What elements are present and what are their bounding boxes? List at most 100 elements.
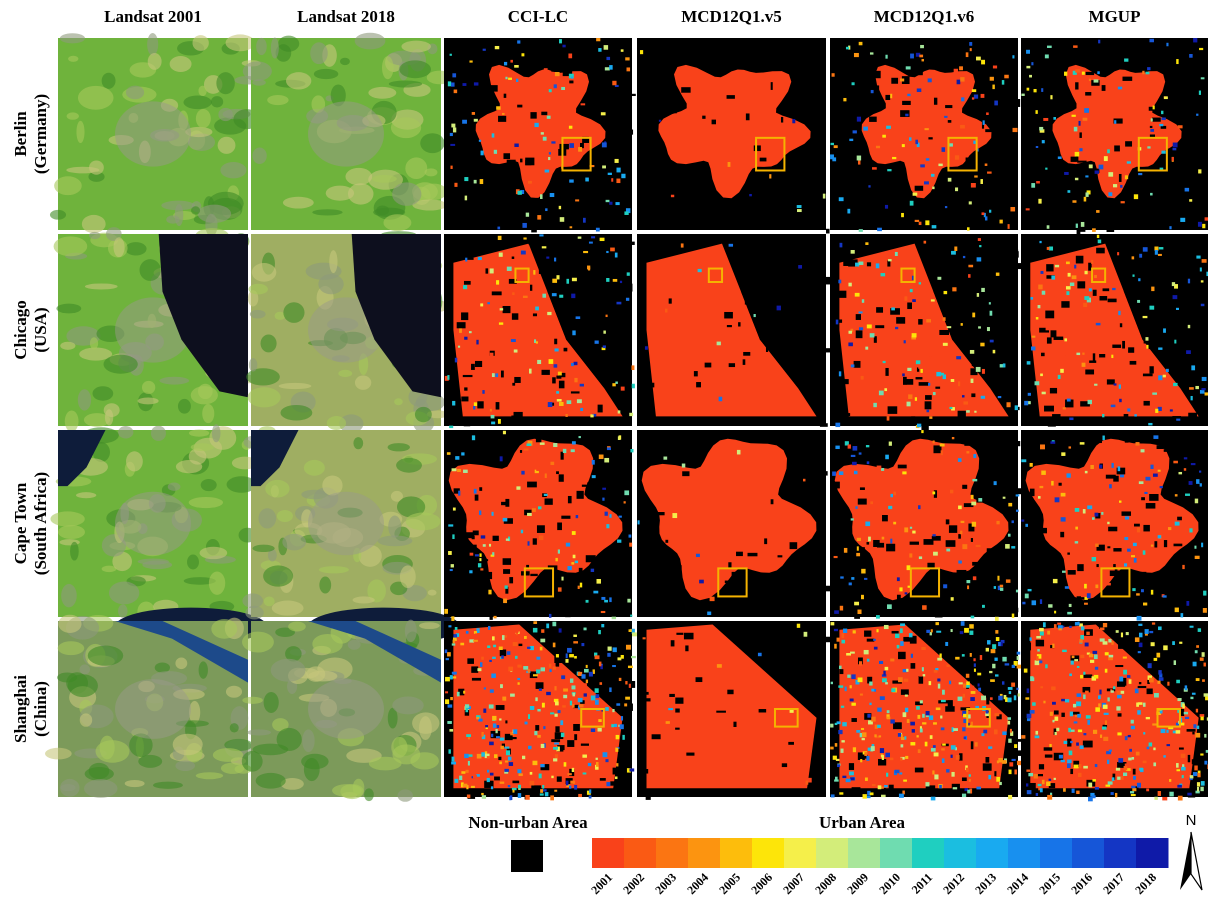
change-pixel	[1129, 749, 1132, 752]
change-pixel	[1089, 164, 1093, 168]
change-pixel	[980, 655, 982, 660]
change-pixel	[1204, 761, 1207, 765]
change-pixel	[1093, 651, 1098, 654]
change-pixel	[571, 294, 575, 298]
non-urban-patch	[891, 78, 898, 84]
non-urban-patch	[835, 382, 844, 388]
change-pixel	[882, 755, 884, 760]
change-pixel	[1040, 686, 1043, 688]
non-urban-patch	[1179, 748, 1184, 750]
change-pixel	[873, 403, 877, 407]
change-pixel	[575, 561, 578, 564]
change-pixel	[1088, 783, 1092, 788]
change-pixel	[585, 178, 589, 182]
change-pixel	[1116, 768, 1120, 771]
change-pixel	[857, 546, 859, 550]
change-pixel	[619, 516, 622, 518]
non-urban-patch	[1010, 407, 1020, 410]
non-urban-patch	[1122, 77, 1132, 81]
change-pixel	[554, 790, 557, 792]
change-pixel	[489, 544, 491, 547]
change-pixel	[972, 89, 976, 92]
change-pixel	[583, 772, 587, 774]
change-pixel	[1147, 77, 1152, 82]
non-urban-patch	[771, 82, 773, 90]
non-urban-patch	[989, 790, 996, 797]
non-urban-patch	[445, 630, 448, 637]
change-pixel	[463, 470, 468, 473]
change-pixel	[848, 444, 851, 448]
change-pixel	[862, 732, 867, 737]
change-pixel	[1096, 323, 1101, 325]
non-urban-patch	[702, 116, 705, 119]
change-pixel	[960, 77, 964, 81]
change-pixel	[860, 759, 862, 762]
change-pixel	[1108, 192, 1112, 196]
non-urban-patch	[1079, 132, 1081, 138]
change-pixel	[868, 748, 871, 751]
change-pixel	[1202, 652, 1205, 657]
change-pixel	[492, 657, 496, 659]
non-urban-patch	[1193, 269, 1199, 277]
change-pixel	[1028, 393, 1031, 396]
non-urban-patch	[481, 84, 487, 89]
change-pixel	[936, 631, 941, 633]
change-pixel	[561, 87, 565, 90]
land-patch	[187, 554, 199, 569]
row-label: (South Africa)	[31, 472, 50, 575]
land-patch	[82, 215, 106, 233]
change-pixel	[1095, 667, 1098, 670]
north-label: N	[1186, 812, 1197, 829]
row-label: Berlin	[11, 111, 30, 157]
change-pixel	[1193, 772, 1197, 776]
change-pixel	[589, 672, 593, 677]
change-pixel	[874, 734, 876, 737]
change-pixel	[931, 629, 933, 632]
change-pixel	[962, 395, 965, 397]
change-pixel	[1198, 222, 1202, 227]
change-pixel	[578, 698, 583, 702]
change-pixel	[580, 384, 584, 387]
non-urban-patch	[1045, 754, 1053, 757]
change-pixel	[1117, 777, 1120, 780]
change-pixel	[970, 697, 975, 701]
change-pixel	[1124, 563, 1127, 566]
change-pixel	[541, 629, 544, 633]
non-urban-patch	[639, 692, 648, 695]
non-urban-patch	[1115, 665, 1123, 667]
non-urban-patch	[1017, 739, 1021, 742]
change-pixel	[491, 415, 495, 419]
change-pixel	[1087, 505, 1092, 509]
non-urban-patch	[1139, 682, 1141, 684]
land-patch	[279, 383, 312, 389]
non-urban-patch	[925, 401, 932, 409]
non-urban-patch	[490, 85, 498, 92]
change-pixel	[863, 127, 868, 131]
non-urban-patch	[1077, 564, 1083, 571]
change-pixel	[1137, 300, 1140, 303]
change-pixel	[1018, 693, 1020, 696]
change-pixel	[513, 729, 517, 734]
land-patch	[252, 263, 277, 282]
land-patch	[264, 596, 275, 606]
non-urban-patch	[490, 615, 493, 620]
non-urban-patch	[727, 95, 735, 99]
change-pixel	[579, 704, 584, 707]
non-urban-patch	[568, 496, 572, 503]
change-pixel	[841, 640, 845, 644]
non-urban-patch	[1068, 570, 1076, 575]
tile	[444, 621, 637, 800]
land-patch	[401, 41, 431, 53]
change-pixel	[1045, 664, 1047, 668]
non-urban-patch	[906, 379, 913, 385]
change-pixel	[1030, 297, 1033, 300]
change-pixel	[663, 457, 667, 460]
change-pixel	[843, 629, 847, 633]
change-pixel	[478, 563, 481, 567]
non-urban-patch	[867, 262, 871, 266]
change-pixel	[616, 703, 620, 705]
change-pixel	[863, 794, 867, 799]
non-urban-patch	[945, 200, 952, 206]
change-pixel	[938, 684, 940, 689]
change-pixel	[838, 730, 842, 734]
